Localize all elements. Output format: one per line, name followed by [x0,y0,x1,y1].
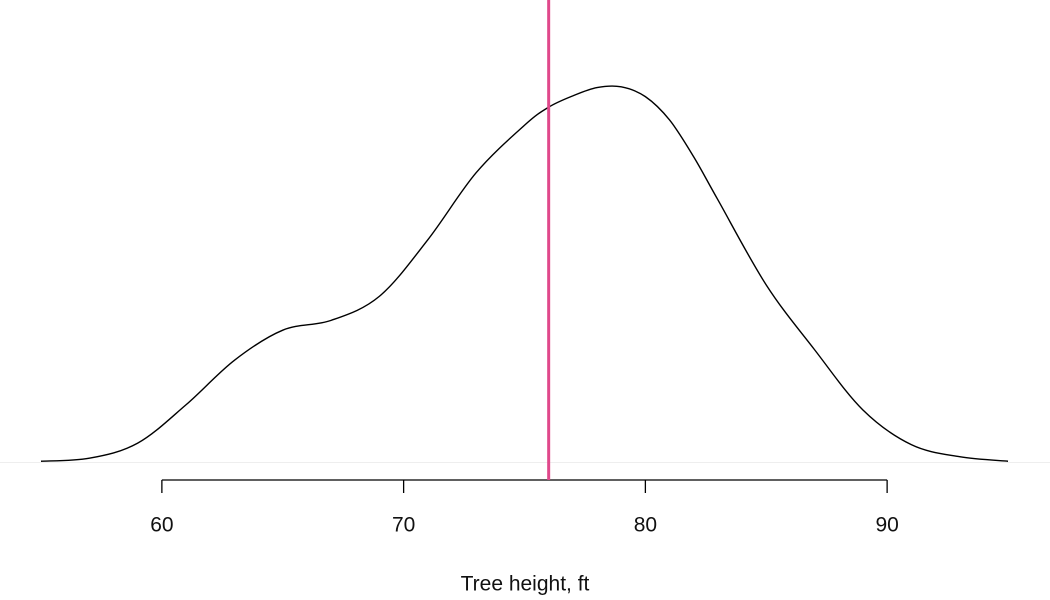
x-tick-label: 60 [150,514,173,537]
x-tick-label: 90 [875,514,898,537]
x-tick-label: 70 [392,514,415,537]
density-curve [40,85,1009,462]
x-axis-label: Tree height, ft [461,573,590,596]
x-tick-label: 80 [634,514,657,537]
